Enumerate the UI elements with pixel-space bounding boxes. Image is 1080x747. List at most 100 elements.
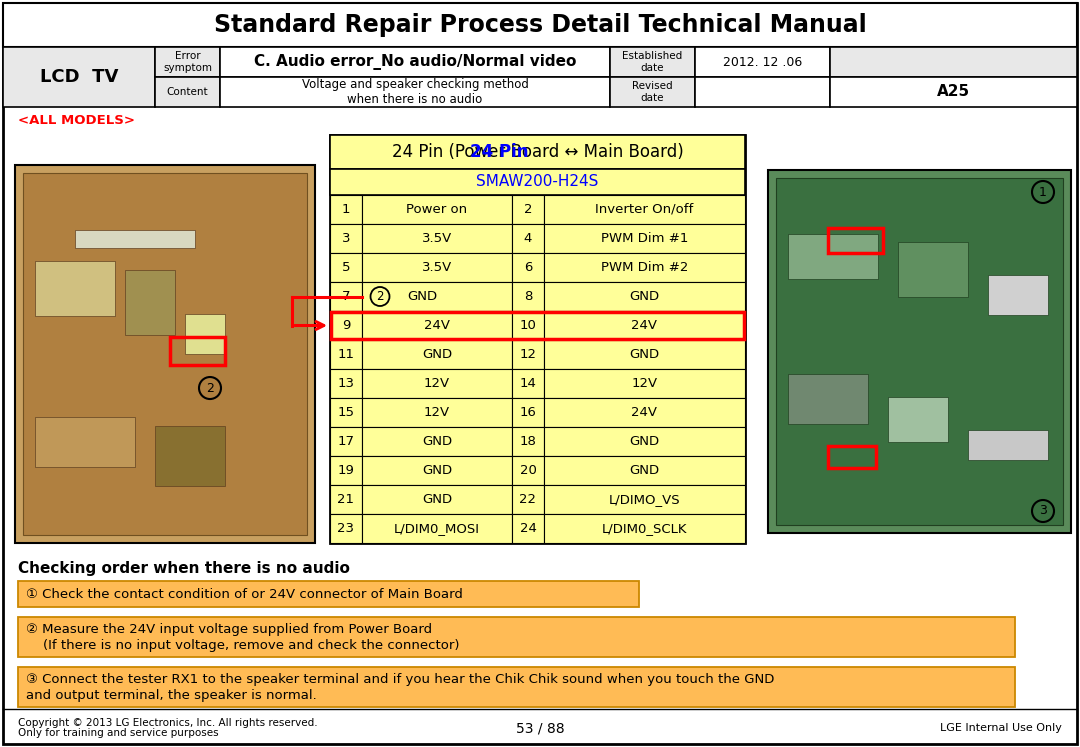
Text: Inverter On/off: Inverter On/off bbox=[595, 203, 693, 216]
Text: 17: 17 bbox=[337, 435, 354, 448]
Bar bbox=[544, 340, 745, 369]
Bar bbox=[156, 47, 220, 77]
Text: 2012. 12 .06: 2012. 12 .06 bbox=[723, 55, 802, 69]
Bar bbox=[330, 169, 745, 195]
Text: 24V: 24V bbox=[632, 406, 658, 419]
Bar bbox=[544, 311, 745, 340]
Text: GND: GND bbox=[630, 435, 660, 448]
Text: 1: 1 bbox=[1039, 185, 1047, 199]
Text: Checking order when there is no audio: Checking order when there is no audio bbox=[18, 561, 350, 576]
Text: 12V: 12V bbox=[632, 377, 658, 390]
Bar bbox=[330, 427, 362, 456]
Bar bbox=[788, 374, 868, 424]
Text: 12V: 12V bbox=[424, 406, 450, 419]
Bar bbox=[831, 47, 1077, 77]
Bar bbox=[75, 230, 195, 248]
Bar bbox=[512, 427, 544, 456]
Bar bbox=[512, 398, 544, 427]
Text: 22: 22 bbox=[519, 493, 537, 506]
Bar bbox=[330, 340, 362, 369]
Text: Error
symptom: Error symptom bbox=[163, 52, 212, 72]
Bar bbox=[35, 261, 114, 316]
Text: Power on: Power on bbox=[406, 203, 468, 216]
Bar bbox=[831, 77, 1077, 107]
Text: 12V: 12V bbox=[424, 377, 450, 390]
Bar bbox=[18, 581, 639, 607]
Bar bbox=[544, 398, 745, 427]
Bar bbox=[362, 514, 512, 543]
Text: 7: 7 bbox=[341, 290, 350, 303]
Bar bbox=[330, 456, 362, 485]
Text: 3.5V: 3.5V bbox=[422, 232, 453, 245]
Text: 11: 11 bbox=[337, 348, 354, 361]
Text: L/DIM0_MOSI: L/DIM0_MOSI bbox=[394, 522, 480, 535]
Text: PWM Dim #1: PWM Dim #1 bbox=[600, 232, 688, 245]
Bar bbox=[3, 3, 1077, 47]
Text: 2: 2 bbox=[524, 203, 532, 216]
Bar bbox=[544, 282, 745, 311]
Bar bbox=[362, 195, 512, 224]
Bar bbox=[888, 397, 948, 442]
Text: Content: Content bbox=[166, 87, 208, 97]
Text: GND: GND bbox=[407, 290, 437, 303]
Bar bbox=[330, 135, 745, 543]
Text: GND: GND bbox=[422, 464, 453, 477]
Text: LCD  TV: LCD TV bbox=[40, 68, 118, 86]
Bar bbox=[777, 178, 1063, 525]
Bar bbox=[330, 485, 362, 514]
Text: 24 Pin (Power Board ↔ Main Board): 24 Pin (Power Board ↔ Main Board) bbox=[392, 143, 684, 161]
Bar bbox=[544, 369, 745, 398]
Text: 4: 4 bbox=[524, 232, 532, 245]
Bar bbox=[220, 77, 610, 107]
Bar bbox=[544, 427, 745, 456]
Bar bbox=[512, 340, 544, 369]
Bar bbox=[15, 165, 315, 543]
Bar bbox=[544, 514, 745, 543]
Bar bbox=[156, 427, 225, 486]
Text: GND: GND bbox=[630, 464, 660, 477]
Bar bbox=[23, 173, 307, 535]
Bar bbox=[968, 430, 1048, 460]
Text: 8: 8 bbox=[524, 290, 532, 303]
Bar bbox=[362, 456, 512, 485]
Text: 16: 16 bbox=[519, 406, 537, 419]
Bar bbox=[18, 617, 1015, 657]
Bar bbox=[3, 47, 156, 107]
Bar bbox=[544, 456, 745, 485]
Bar bbox=[35, 418, 135, 468]
Bar bbox=[156, 77, 220, 107]
Bar bbox=[696, 47, 831, 77]
Bar bbox=[788, 234, 878, 279]
Text: 15: 15 bbox=[337, 406, 354, 419]
Text: 9: 9 bbox=[341, 319, 350, 332]
Bar bbox=[512, 369, 544, 398]
Text: C. Audio error_No audio/Normal video: C. Audio error_No audio/Normal video bbox=[254, 54, 577, 70]
Bar bbox=[362, 282, 512, 311]
Bar bbox=[696, 77, 831, 107]
Bar bbox=[897, 242, 968, 297]
Text: L/DIMO_VS: L/DIMO_VS bbox=[609, 493, 680, 506]
Text: 24: 24 bbox=[519, 522, 537, 535]
Text: 23: 23 bbox=[337, 522, 354, 535]
Bar bbox=[362, 427, 512, 456]
Bar bbox=[330, 282, 362, 311]
Bar bbox=[330, 135, 745, 169]
Text: 3: 3 bbox=[1039, 504, 1047, 518]
Text: 24V: 24V bbox=[424, 319, 450, 332]
Bar bbox=[544, 224, 745, 253]
Text: GND: GND bbox=[630, 290, 660, 303]
Text: Standard Repair Process Detail Technical Manual: Standard Repair Process Detail Technical… bbox=[214, 13, 866, 37]
Bar bbox=[768, 170, 1071, 533]
Text: GND: GND bbox=[422, 435, 453, 448]
Text: 24V: 24V bbox=[632, 319, 658, 332]
Bar bbox=[362, 224, 512, 253]
Bar bbox=[512, 311, 544, 340]
Text: GND: GND bbox=[422, 348, 453, 361]
Bar bbox=[610, 77, 696, 107]
Text: Established
date: Established date bbox=[622, 52, 683, 72]
Text: Only for training and service purposes: Only for training and service purposes bbox=[18, 728, 218, 738]
Bar bbox=[330, 312, 744, 339]
Text: 19: 19 bbox=[338, 464, 354, 477]
Bar bbox=[330, 369, 362, 398]
Bar bbox=[220, 47, 610, 77]
